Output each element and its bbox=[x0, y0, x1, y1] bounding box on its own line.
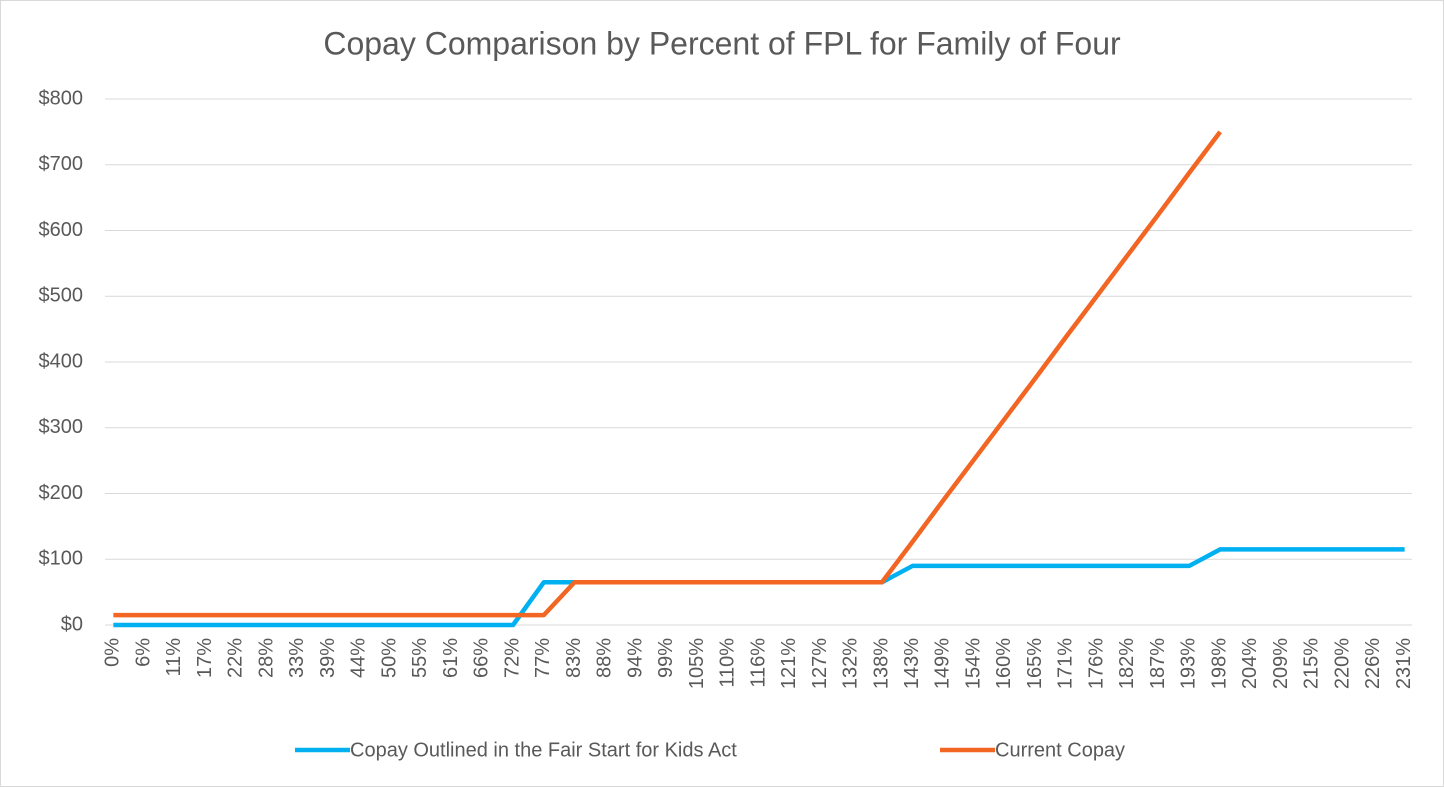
x-tick-label: 94% bbox=[624, 638, 646, 678]
x-tick-label: 11% bbox=[163, 638, 185, 677]
x-tick-label: 77% bbox=[532, 638, 554, 678]
x-tick-label: 0% bbox=[102, 638, 124, 667]
x-tick-label: 182% bbox=[1116, 638, 1138, 689]
x-tick-label: 154% bbox=[962, 638, 984, 689]
x-tick-label: 132% bbox=[840, 638, 862, 689]
x-tick-label: 121% bbox=[778, 638, 800, 689]
y-tick-label: $400 bbox=[39, 350, 84, 372]
x-tick-label: 33% bbox=[286, 638, 308, 678]
x-tick-label: 231% bbox=[1393, 638, 1415, 689]
y-tick-label: $700 bbox=[39, 153, 84, 175]
y-tick-label: $800 bbox=[39, 87, 84, 109]
x-tick-label: 215% bbox=[1301, 638, 1323, 689]
x-tick-label: 39% bbox=[317, 638, 339, 678]
x-tick-label: 176% bbox=[1085, 638, 1107, 689]
x-tick-label: 160% bbox=[993, 638, 1015, 689]
x-tick-label: 50% bbox=[378, 638, 400, 678]
x-tick-label: 99% bbox=[655, 638, 677, 678]
x-tick-label: 171% bbox=[1055, 638, 1077, 689]
x-tick-label: 22% bbox=[225, 638, 247, 678]
x-tick-label: 116% bbox=[747, 638, 769, 688]
x-tick-label: 198% bbox=[1208, 638, 1230, 689]
x-tick-label: 110% bbox=[717, 638, 739, 688]
x-tick-label: 55% bbox=[409, 638, 431, 678]
x-tick-label: 209% bbox=[1270, 638, 1292, 689]
legend-label: Current Copay bbox=[995, 739, 1125, 761]
x-tick-label: 28% bbox=[255, 638, 277, 678]
x-tick-label: 138% bbox=[870, 638, 892, 689]
x-tick-label: 187% bbox=[1147, 638, 1169, 689]
x-tick-label: 66% bbox=[471, 638, 493, 678]
x-tick-label: 83% bbox=[563, 638, 585, 678]
y-tick-label: $200 bbox=[39, 482, 84, 504]
x-tick-label: 143% bbox=[901, 638, 923, 689]
x-tick-label: 6% bbox=[132, 638, 154, 667]
x-tick-label: 226% bbox=[1362, 638, 1384, 689]
line-series bbox=[113, 130, 1222, 618]
y-tick-label: $0 bbox=[61, 613, 83, 635]
x-tick-label: 165% bbox=[1024, 638, 1046, 689]
x-tick-label: 88% bbox=[594, 638, 616, 678]
x-tick-label: 61% bbox=[440, 638, 462, 678]
x-tick-label: 44% bbox=[348, 638, 370, 678]
y-tick-label: $300 bbox=[39, 416, 84, 438]
legend-label: Copay Outlined in the Fair Start for Kid… bbox=[350, 739, 737, 761]
y-tick-label: $500 bbox=[39, 285, 84, 307]
x-tick-label: 72% bbox=[501, 638, 523, 678]
x-tick-label: 149% bbox=[932, 638, 954, 689]
x-tick-label: 193% bbox=[1178, 638, 1200, 689]
x-tick-label: 127% bbox=[809, 638, 831, 689]
x-tick-label: 204% bbox=[1239, 638, 1261, 689]
chart-title: Copay Comparison by Percent of FPL for F… bbox=[323, 25, 1121, 61]
x-tick-label: 17% bbox=[194, 638, 216, 678]
y-tick-label: $600 bbox=[39, 219, 84, 241]
x-tick-label: 220% bbox=[1331, 638, 1353, 689]
x-tick-label: 105% bbox=[686, 638, 708, 689]
y-tick-label: $100 bbox=[39, 548, 84, 570]
